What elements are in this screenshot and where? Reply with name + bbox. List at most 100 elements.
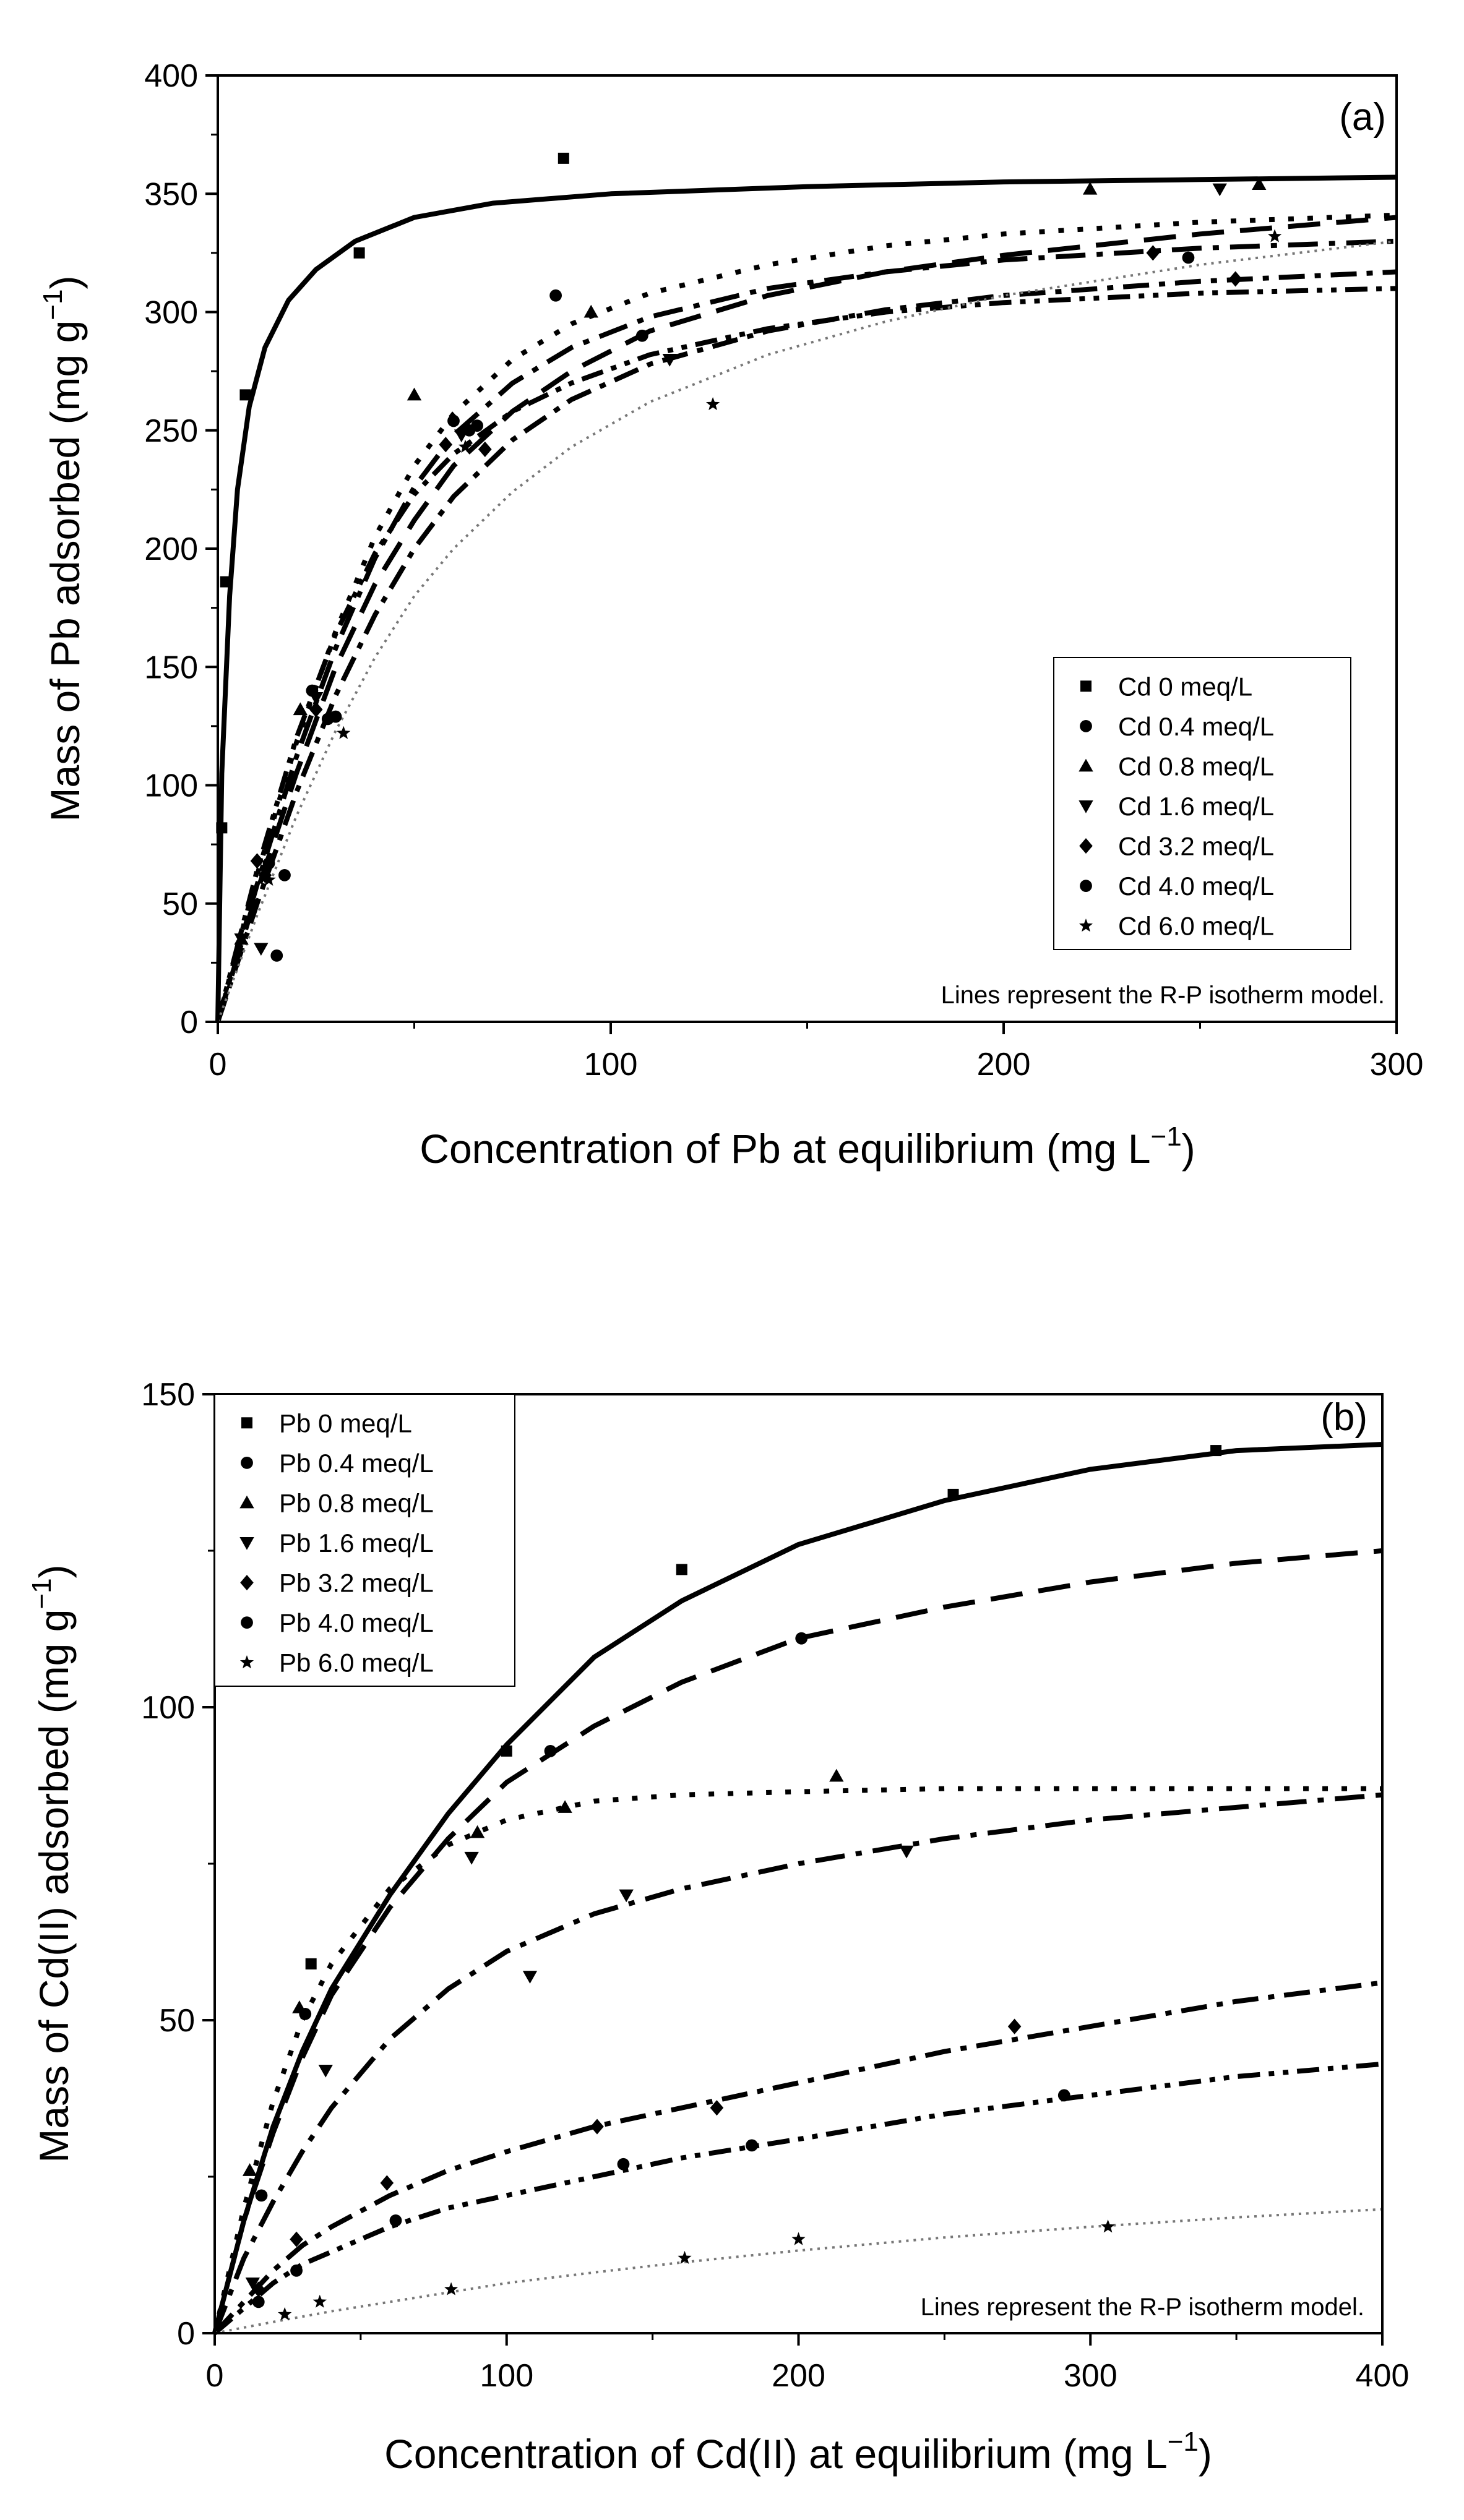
model-curves-b xyxy=(212,1442,1383,2336)
model-curve-b-2 xyxy=(212,1786,1382,2334)
model-note-b: Lines represent the R-P isotherm model. xyxy=(921,2294,1364,2321)
data-point-b-5-3 xyxy=(617,2158,630,2171)
data-point-a-2-3 xyxy=(583,304,598,318)
model-curve-a-0 xyxy=(215,174,1397,1022)
legend-label-a-0: Cd 0 meq/L xyxy=(1118,672,1252,701)
legend-label-b-4: Pb 3.2 meq/L xyxy=(279,1569,434,1598)
axis-ticks-b: 0 100 200 300 400 0 50 100 150 xyxy=(141,1377,1409,2394)
data-point-b-4-2 xyxy=(380,2175,394,2191)
data-point-a-3-0 xyxy=(234,933,249,946)
model-curve-b-1 xyxy=(212,1548,1383,2334)
data-point-a-1-0 xyxy=(270,949,283,962)
data-point-a-3-2 xyxy=(309,692,324,705)
data-point-a-1-6 xyxy=(549,289,562,302)
y-axis-label-b-text: Mass of Cd(II) adsorbed (mg g xyxy=(31,1609,77,2163)
model-curve-b-5 xyxy=(213,2061,1383,2336)
legend-label-b-1: Pb 0.4 meq/L xyxy=(279,1449,434,1478)
x-tick-label-b-300: 300 xyxy=(1064,2358,1117,2394)
legend-marker-b-0 xyxy=(241,1417,252,1429)
x-tick-label-a-100: 100 xyxy=(584,1047,638,1082)
y-tick-label-a-250: 250 xyxy=(144,413,198,449)
legend-marker-b-5 xyxy=(241,1616,253,1629)
y-tick-label-a-200: 200 xyxy=(144,531,198,567)
panel-label-b: (b) xyxy=(1320,1396,1367,1439)
x-axis-label-a: Concentration of Pb at equilibrium (mg L… xyxy=(420,1121,1195,1172)
panel-a: 0 100 200 300 0 50 100 150 200 250 300 350 400 (a) L… xyxy=(38,58,1423,1172)
legend-marker-a-1 xyxy=(1080,719,1092,732)
x-axis-label-a-end: ) xyxy=(1182,1126,1195,1172)
data-point-a-4-5 xyxy=(1146,245,1160,261)
data-point-b-5-1 xyxy=(290,2264,303,2277)
data-point-a-3-5 xyxy=(1212,183,1227,197)
data-point-a-3-4 xyxy=(662,354,677,367)
data-point-a-2-1 xyxy=(293,702,308,716)
legend-marker-b-3 xyxy=(239,1537,254,1550)
data-point-b-4-3 xyxy=(590,2119,604,2135)
x-tick-label-a-200: 200 xyxy=(977,1047,1031,1082)
data-point-a-0-3 xyxy=(353,247,365,259)
data-point-b-5-2 xyxy=(389,2214,402,2227)
x-axis-label-b-text: Concentration of Cd(II) at equilibrium (… xyxy=(384,2431,1168,2477)
legend-marker-a-4 xyxy=(1079,838,1093,854)
x-axis-label-b-end: ) xyxy=(1199,2431,1212,2477)
data-point-b-3-1 xyxy=(318,2064,333,2078)
y-tick-label-b-150: 150 xyxy=(141,1377,195,1413)
plot-frame-a xyxy=(217,74,1398,1023)
data-point-a-0-1 xyxy=(220,576,231,588)
data-point-a-5-3 xyxy=(1182,251,1195,264)
x-axis-label-a-sup: −1 xyxy=(1151,1121,1182,1152)
y-axis-label-b-end: ) xyxy=(31,1564,77,1578)
data-point-b-5-5 xyxy=(1057,2089,1070,2102)
data-point-b-1-2 xyxy=(544,1744,557,1757)
legend-b: Pb 0 meq/L Pb 0.4 meq/L Pb 0.8 meq/L Pb 1.6… xyxy=(214,1394,515,1687)
data-point-b-4-5 xyxy=(1007,2018,1022,2034)
data-point-b-3-4 xyxy=(619,1889,634,1903)
legend-marker-a-0 xyxy=(1080,680,1092,692)
data-point-b-2-4 xyxy=(829,1768,844,1782)
data-point-b-3-0 xyxy=(245,2278,261,2291)
data-point-a-5-0 xyxy=(262,857,275,870)
x-axis-label-a-text: Concentration of Pb at equilibrium (mg L xyxy=(420,1126,1150,1172)
legend-marker-a-3 xyxy=(1079,800,1093,813)
model-curve-a-1 xyxy=(215,215,1397,1023)
data-point-a-4-4 xyxy=(478,441,492,457)
legend-label-a-6: Cd 6.0 meq/L xyxy=(1118,912,1274,941)
y-tick-label-a-100: 100 xyxy=(144,768,198,804)
panel-b: 0 100 200 300 400 0 50 100 150 (b) Lines represe… xyxy=(27,1377,1409,2477)
axis-ticks-a: 0 100 200 300 0 50 100 150 200 250 300 350 400 xyxy=(144,58,1423,1082)
legend-label-a-1: Cd 0.4 meq/L xyxy=(1118,712,1274,741)
legend-marker-a-2 xyxy=(1079,758,1093,772)
data-point-a-2-5 xyxy=(1252,177,1267,190)
data-point-a-6-3 xyxy=(706,397,720,411)
data-point-a-6-1 xyxy=(337,726,351,739)
data-point-b-2-0 xyxy=(242,2163,257,2176)
data-point-b-4-1 xyxy=(290,2231,303,2247)
y-tick-label-a-150: 150 xyxy=(144,649,198,685)
y-axis-label-a: Mass of Pb adsorbed (mg g−1) xyxy=(38,276,88,822)
data-point-a-3-1 xyxy=(254,943,269,956)
legend-box-a xyxy=(1053,657,1351,950)
data-point-b-5-4 xyxy=(746,2139,758,2152)
data-point-b-0-1 xyxy=(501,1745,512,1757)
legend-label-a-5: Cd 4.0 meq/L xyxy=(1118,872,1274,901)
data-point-b-2-2 xyxy=(470,1825,485,1838)
y-tick-label-a-0: 0 xyxy=(180,1005,198,1040)
legend-marker-a-5 xyxy=(1080,880,1092,893)
legend-label-b-2: Pb 0.8 meq/L xyxy=(279,1488,434,1517)
data-points-a xyxy=(216,152,1282,962)
data-point-a-4-6 xyxy=(1228,271,1242,287)
model-curve-a-5 xyxy=(215,286,1397,1023)
legend-marker-b-4 xyxy=(240,1574,254,1591)
legend-marker-a-6 xyxy=(1079,919,1093,932)
data-point-b-4-4 xyxy=(710,2100,724,2116)
legend-label-a-3: Cd 1.6 meq/L xyxy=(1118,792,1274,821)
data-point-b-0-2 xyxy=(676,1564,687,1575)
x-axis-label-b: Concentration of Cd(II) at equilibrium (… xyxy=(384,2427,1212,2477)
x-tick-label-b-200: 200 xyxy=(772,2358,825,2394)
legend-marker-b-2 xyxy=(239,1495,254,1509)
model-curve-a-3 xyxy=(215,238,1397,1023)
legend-marker-b-1 xyxy=(241,1456,253,1469)
x-tick-label-b-100: 100 xyxy=(480,2358,533,2394)
y-axis-label-a-end: ) xyxy=(42,276,88,289)
